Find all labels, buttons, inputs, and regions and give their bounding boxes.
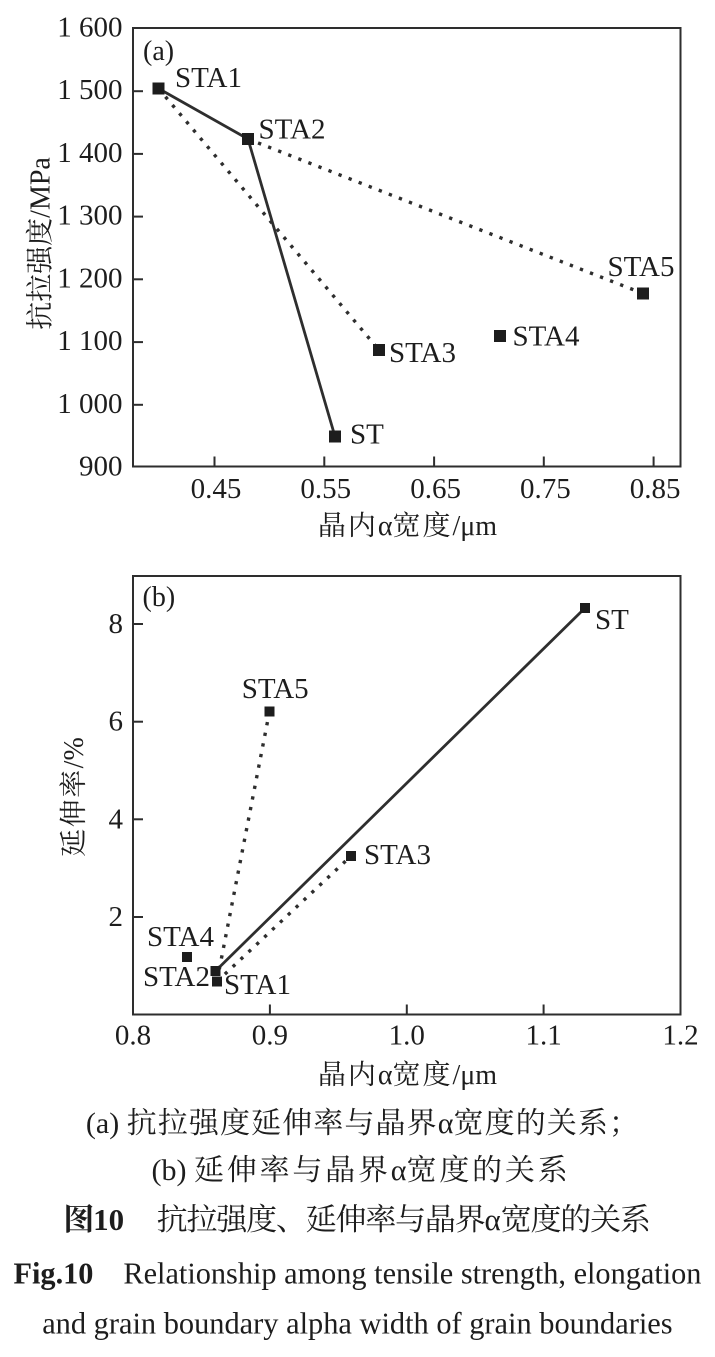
svg-text:Relationship among tensile str: Relationship among tensile strength, elo… <box>123 1257 701 1291</box>
svg-text:1.1: 1.1 <box>526 1020 562 1052</box>
svg-text:0.8: 0.8 <box>115 1020 151 1052</box>
svg-text:(b): (b) <box>143 582 176 613</box>
svg-text:0.9: 0.9 <box>252 1020 288 1052</box>
svg-text:/μm: /μm <box>453 1060 498 1091</box>
svg-text:STA2: STA2 <box>143 961 210 993</box>
svg-text:10: 10 <box>93 1202 124 1237</box>
svg-text:1 100: 1 100 <box>57 325 122 357</box>
svg-text:1 500: 1 500 <box>57 74 122 106</box>
svg-text:2: 2 <box>109 901 124 933</box>
svg-text:STA3: STA3 <box>364 839 431 871</box>
svg-text:1.2: 1.2 <box>662 1020 698 1052</box>
svg-text:STA4: STA4 <box>147 921 214 953</box>
svg-text:/%: /% <box>59 737 90 768</box>
svg-text:1.0: 1.0 <box>389 1020 425 1052</box>
svg-text:ST: ST <box>595 604 629 636</box>
svg-text:1 300: 1 300 <box>57 200 122 232</box>
svg-text:α: α <box>438 1107 454 1140</box>
svg-text:and grain boundary alpha width: and grain boundary alpha width of grain … <box>42 1307 672 1341</box>
svg-text:8: 8 <box>109 608 124 640</box>
svg-text:0.45: 0.45 <box>191 473 242 505</box>
svg-text:STA5: STA5 <box>242 673 309 705</box>
svg-text:(a): (a) <box>143 36 174 67</box>
svg-text:α: α <box>485 1202 501 1237</box>
svg-text:STA1: STA1 <box>224 969 291 1001</box>
svg-text:1 000: 1 000 <box>57 388 122 420</box>
svg-text:/μm: /μm <box>453 511 498 542</box>
svg-text:0.75: 0.75 <box>520 473 571 505</box>
svg-text:1 400: 1 400 <box>57 137 122 169</box>
svg-text:STA4: STA4 <box>513 321 580 353</box>
svg-text:6: 6 <box>109 706 124 738</box>
svg-text:(a): (a) <box>86 1107 127 1140</box>
svg-text:900: 900 <box>79 451 123 483</box>
svg-text:0.55: 0.55 <box>300 473 351 505</box>
svg-text:α: α <box>378 1060 393 1091</box>
svg-text:1 600: 1 600 <box>57 12 122 44</box>
svg-text:(b): (b) <box>152 1154 194 1187</box>
svg-text:4: 4 <box>109 803 124 835</box>
svg-text:α: α <box>378 511 393 542</box>
svg-text:STA5: STA5 <box>608 251 675 283</box>
svg-text:α: α <box>391 1154 407 1187</box>
svg-text:STA3: STA3 <box>389 337 456 369</box>
svg-text:ST: ST <box>350 418 384 450</box>
svg-text:0.85: 0.85 <box>630 473 681 505</box>
svg-text:/MPa: /MPa <box>26 157 57 218</box>
svg-text:0.65: 0.65 <box>410 473 461 505</box>
svg-text:1 200: 1 200 <box>57 262 122 294</box>
svg-text:STA1: STA1 <box>175 62 242 94</box>
svg-text:Fig.10: Fig.10 <box>14 1257 94 1291</box>
svg-text:STA2: STA2 <box>259 114 326 146</box>
